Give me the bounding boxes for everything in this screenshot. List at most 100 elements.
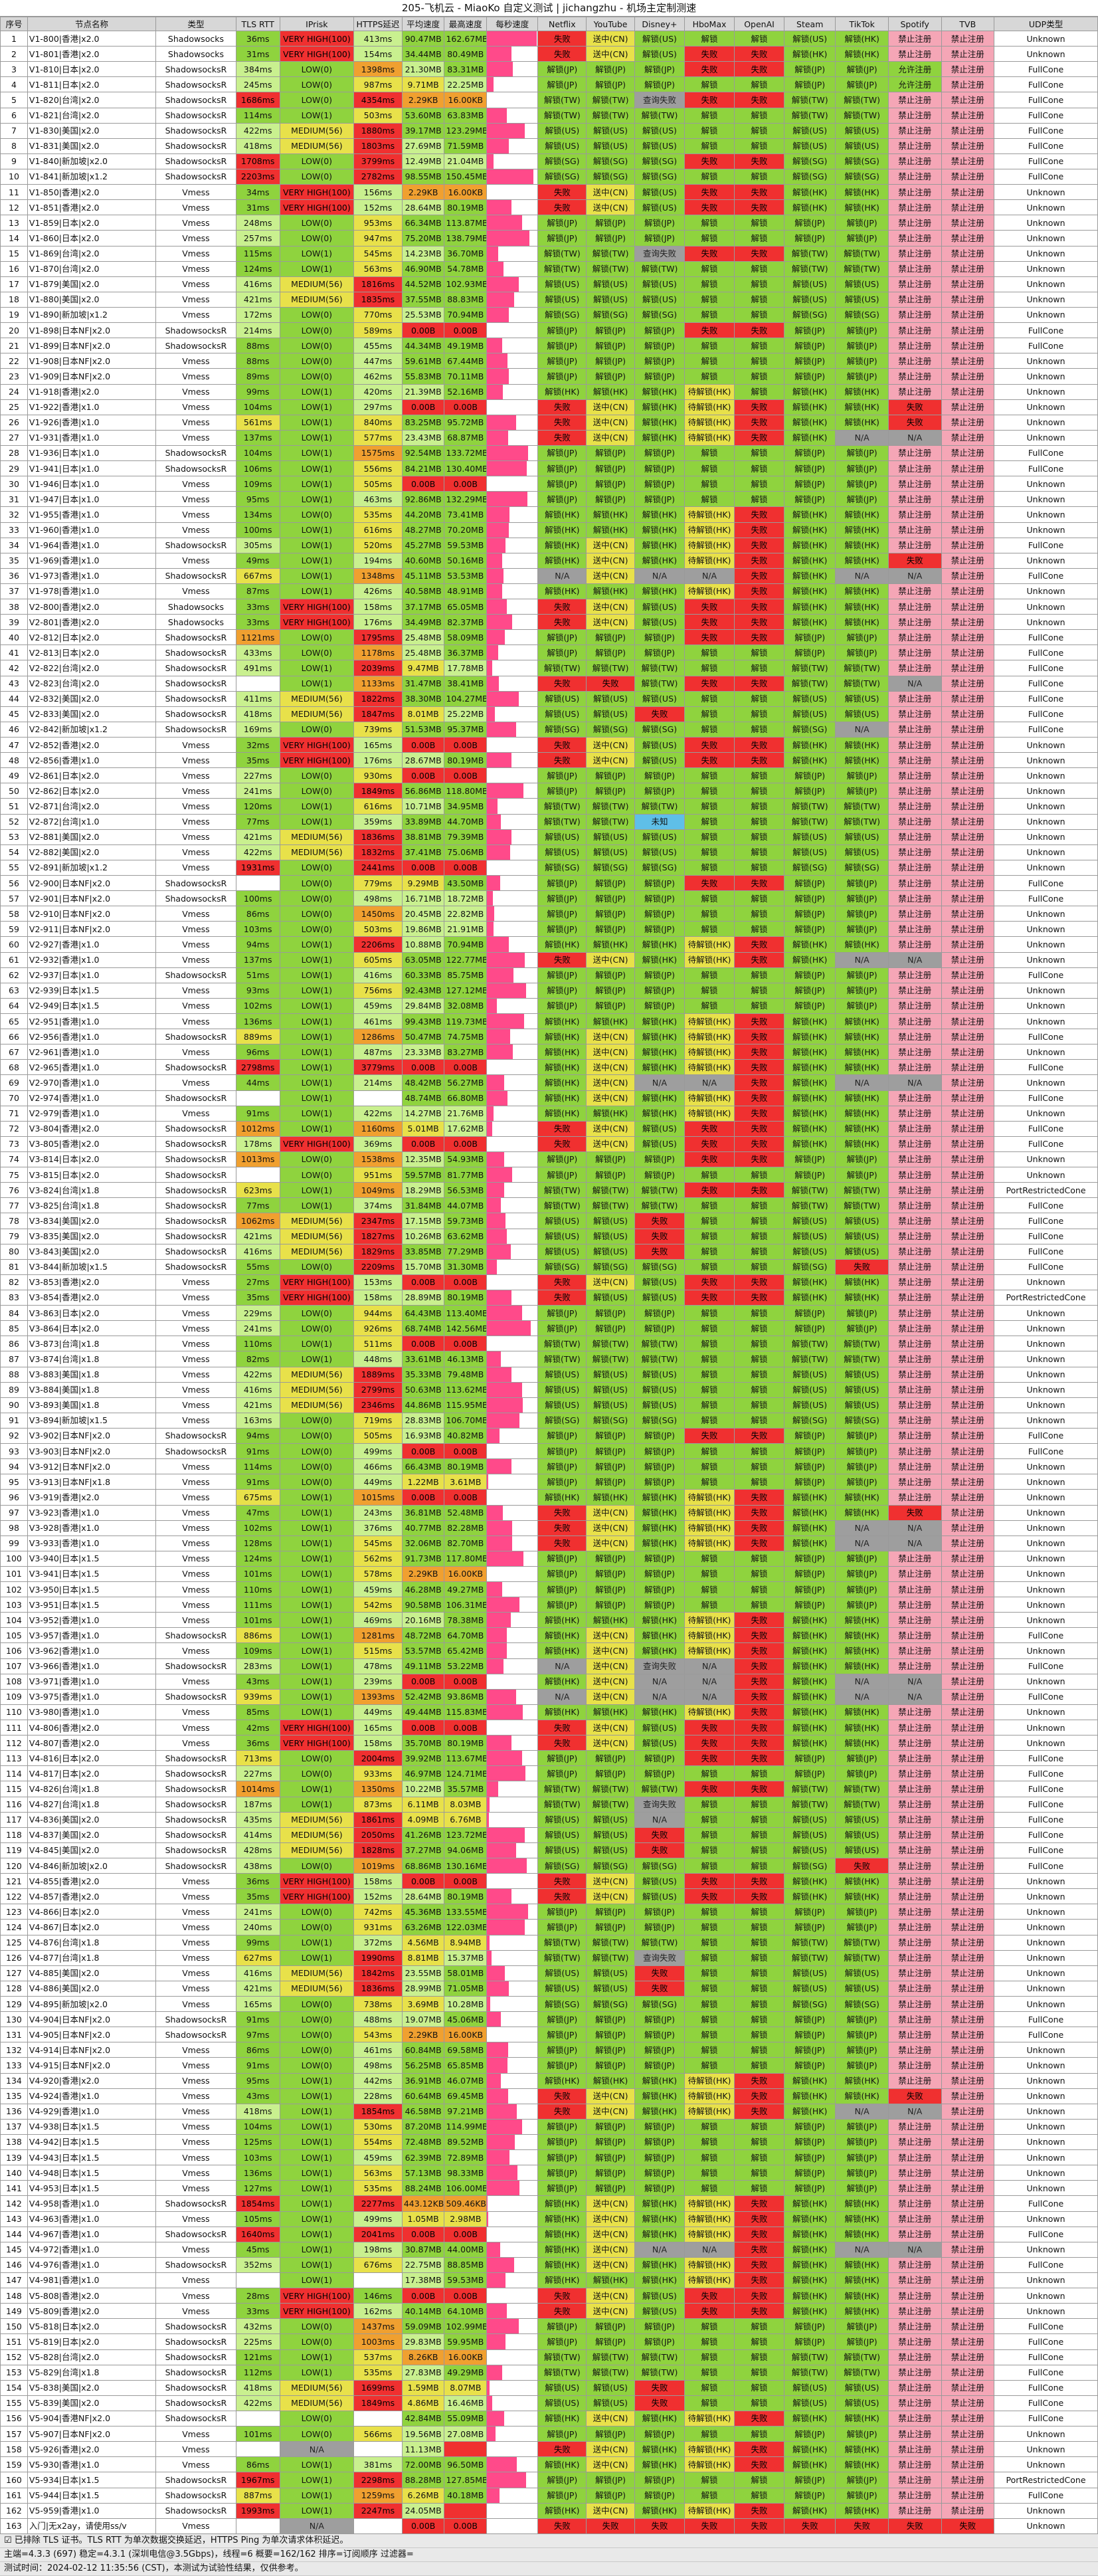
tls-rtt: 1062ms — [236, 1213, 280, 1229]
node-type: Vmess — [156, 1290, 236, 1305]
speed-bar-fill — [487, 1429, 500, 1443]
tls-rtt: 172ms — [236, 307, 280, 322]
ip-risk: LOW(0) — [280, 369, 353, 384]
unlock-11: 待解锁(HK) — [684, 415, 734, 430]
https-latency: 537ms — [354, 2349, 403, 2365]
unlock-16: 禁止注册 — [941, 1459, 994, 1474]
per-second-speed-bar — [487, 983, 538, 998]
row-index: 136 — [1, 2104, 28, 2119]
unlock-11: 解锁 — [684, 2395, 734, 2411]
unlock-9: 送中(CN) — [587, 2457, 635, 2472]
unlock-13: 解锁(JP) — [784, 77, 836, 92]
https-latency: 463ms — [354, 492, 403, 507]
unlock-11: 解锁 — [684, 1965, 734, 1981]
row-index: 115 — [1, 1781, 28, 1797]
tls-rtt: 561ms — [236, 415, 280, 430]
unlock-11: 待解锁(HK) — [684, 1643, 734, 1658]
unlock-16: 禁止注册 — [941, 169, 994, 184]
node-name: V2-979|香港|x1.0 — [27, 1106, 155, 1121]
unlock-16: 禁止注册 — [941, 2334, 994, 2349]
unlock-14: 解锁(SG) — [836, 307, 889, 322]
unlock-8: 解锁(JP) — [538, 476, 587, 492]
unlock-10: 解锁(JP) — [634, 1459, 684, 1474]
unlock-11: 解锁 — [684, 1306, 734, 1321]
ip-risk: LOW(1) — [280, 1075, 353, 1090]
unlock-13: 解锁(JP) — [784, 1306, 836, 1321]
https-latency: 487ms — [354, 1044, 403, 1060]
https-latency: 562ms — [354, 1551, 403, 1566]
unlock-10: 解锁(JP) — [634, 2427, 684, 2442]
unlock-13: 解锁(HK) — [784, 599, 836, 615]
unlock-14: 解锁(TW) — [836, 108, 889, 123]
unlock-11: 解锁 — [684, 292, 734, 307]
unlock-11: 解锁 — [684, 1812, 734, 1827]
unlock-15: 禁止注册 — [888, 1842, 941, 1858]
node-type: Vmess — [156, 2042, 236, 2058]
unlock-12: 解锁 — [735, 1797, 784, 1812]
unlock-16: 禁止注册 — [941, 1874, 994, 1889]
unlock-11: 解锁 — [684, 768, 734, 783]
node-name: V3-951|日本|x1.5 — [27, 1597, 155, 1613]
unlock-10: 解锁(HK) — [634, 583, 684, 599]
avg-speed: 44.52MB — [402, 276, 444, 292]
unlock-11: 失败 — [684, 615, 734, 630]
tls-rtt: 32ms — [236, 738, 280, 753]
per-second-speed-bar — [487, 1689, 538, 1704]
avg-speed: 28.64MB — [402, 1889, 444, 1904]
max-speed: 34.95MB — [444, 799, 487, 814]
per-second-speed-bar — [487, 276, 538, 292]
unlock-11: 待解锁(HK) — [684, 1090, 734, 1106]
tls-rtt: 1012ms — [236, 1121, 280, 1136]
per-second-speed-bar — [487, 77, 538, 92]
ip-risk: LOW(1) — [280, 430, 353, 445]
node-name: V2-842|新加坡|x1.2 — [27, 722, 155, 737]
unlock-16: 禁止注册 — [941, 1904, 994, 1920]
speed-bar-fill — [487, 2012, 501, 2027]
unlock-11: 待解锁(HK) — [684, 1490, 734, 1505]
unlock-8: 解锁(TW) — [538, 2349, 587, 2365]
unlock-12: 解锁 — [735, 276, 784, 292]
unlock-9: 解锁(JP) — [587, 2027, 635, 2042]
unlock-13: 解锁(JP) — [784, 922, 836, 937]
max-speed: 65.85MB — [444, 2058, 487, 2073]
unlock-8: 解锁(HK) — [538, 2457, 587, 2472]
avg-speed: 29.84MB — [402, 998, 444, 1013]
unlock-13: 解锁(US) — [784, 1229, 836, 1244]
unlock-15: 禁止注册 — [888, 1766, 941, 1781]
tls-rtt: 77ms — [236, 814, 280, 829]
unlock-10: 解锁(JP) — [634, 1551, 684, 1566]
unlock-12: 失败 — [735, 1628, 784, 1643]
row-index: 131 — [1, 2027, 28, 2042]
tls-rtt: 418ms — [236, 2104, 280, 2119]
unlock-13: 解锁(US) — [784, 1842, 836, 1858]
max-speed: 49.29MB — [444, 2365, 487, 2380]
unlock-16: 禁止注册 — [941, 2196, 994, 2211]
unlock-12: 解锁 — [735, 307, 784, 322]
node-name: V2-833|美国|x2.0 — [27, 706, 155, 722]
https-latency: 1538ms — [354, 1151, 403, 1167]
unlock-12: 失败 — [735, 1121, 784, 1136]
unlock-10: 解锁(JP) — [634, 445, 684, 460]
unlock-13: 解锁(HK) — [784, 1136, 836, 1151]
unlock-9: 解锁(JP) — [587, 891, 635, 906]
unlock-13: 解锁(HK) — [784, 384, 836, 399]
node-type: ShadowsocksR — [156, 676, 236, 691]
tls-rtt: 229ms — [236, 1306, 280, 1321]
row-index: 48 — [1, 753, 28, 768]
unlock-15: 禁止注册 — [888, 1321, 941, 1336]
node-name: V5-829|台湾|x1.8 — [27, 2365, 155, 2380]
https-latency: 719ms — [354, 1413, 403, 1428]
row-index: 159 — [1, 2457, 28, 2472]
per-second-speed-bar — [487, 153, 538, 169]
row-index: 15 — [1, 246, 28, 261]
unlock-9: 解锁(JP) — [587, 461, 635, 476]
column-header: IPrisk — [280, 17, 353, 31]
